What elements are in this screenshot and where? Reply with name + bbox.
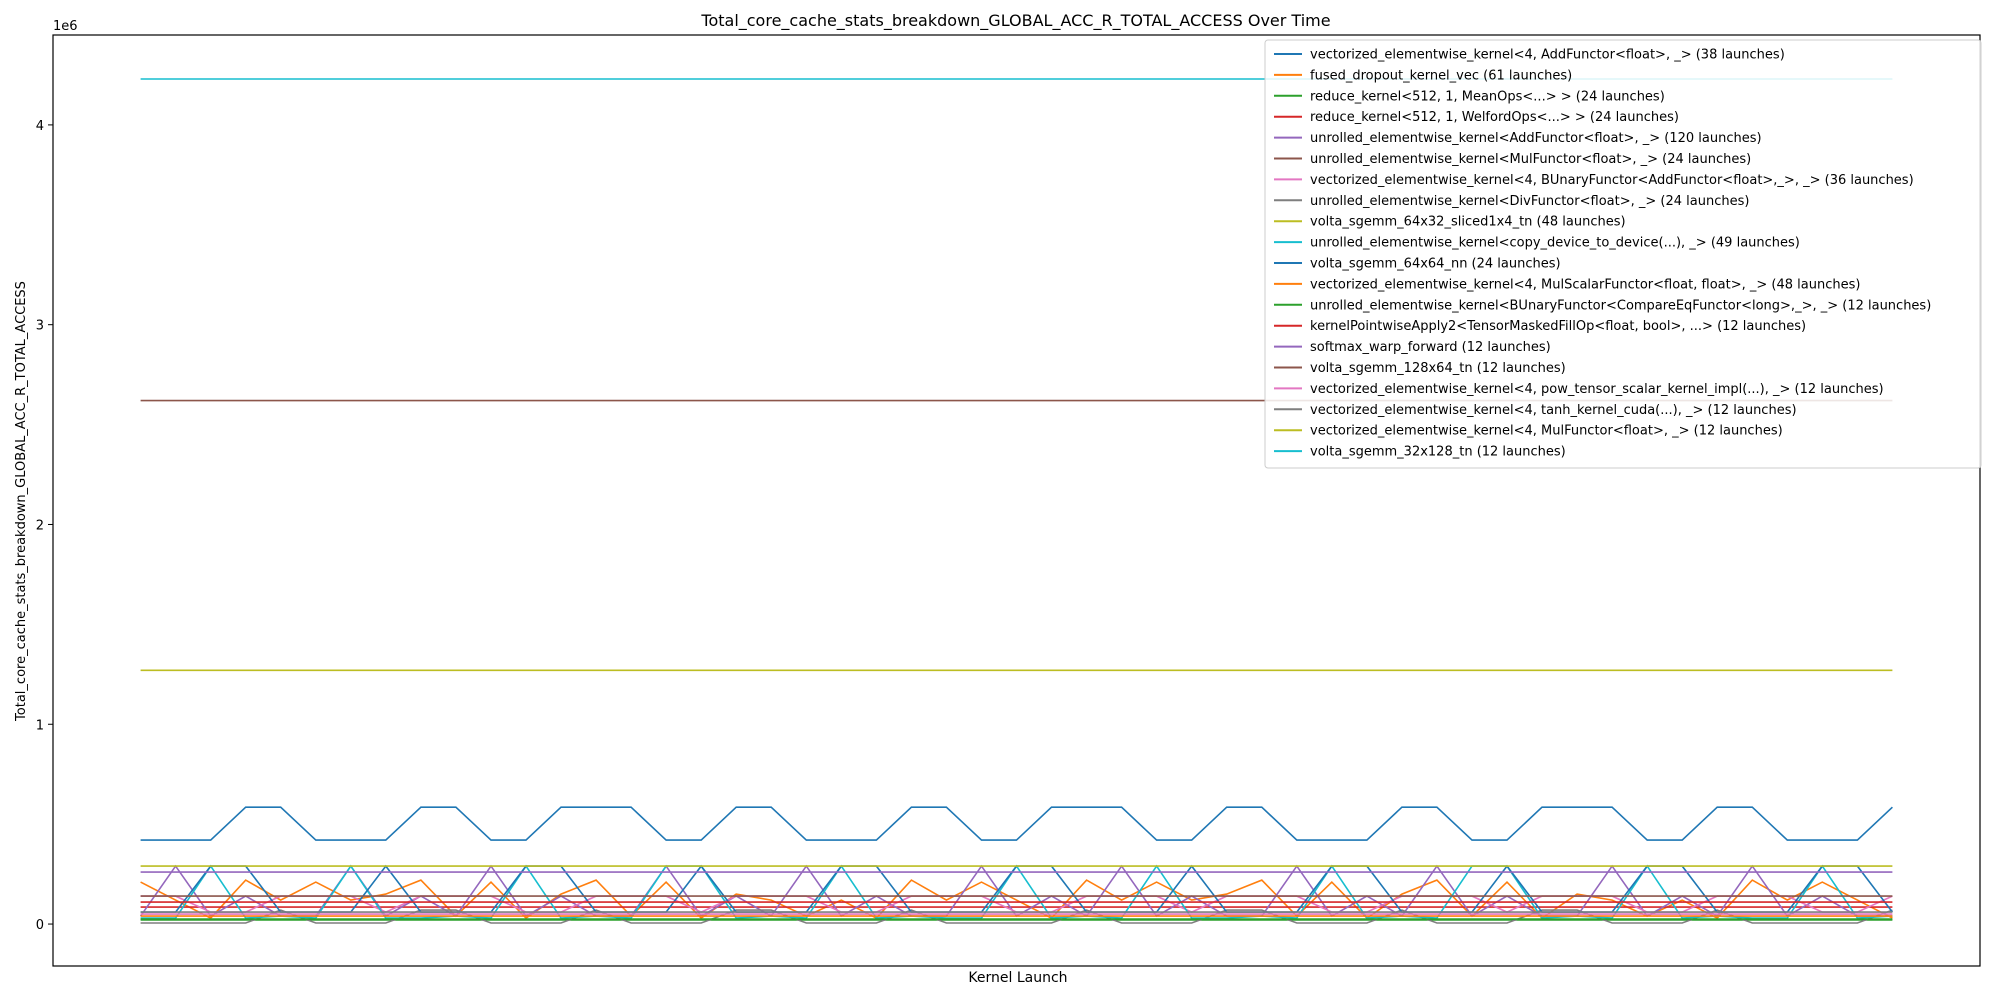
y-tick-label: 2: [36, 518, 44, 533]
chart-title: Total_core_cache_stats_breakdown_GLOBAL_…: [700, 11, 1330, 31]
series-line-0: [140, 806, 1893, 841]
y-tick-label: 4: [36, 119, 44, 134]
y-offset-label: 1e6: [53, 19, 78, 34]
legend-label: unrolled_elementwise_kernel<BUnaryFuncto…: [1310, 298, 1931, 313]
legend-label: volta_sgemm_64x32_sliced1x4_tn (48 launc…: [1310, 215, 1626, 230]
legend-label: unrolled_elementwise_kernel<AddFunctor<f…: [1310, 131, 1762, 146]
legend-label: unrolled_elementwise_kernel<MulFunctor<f…: [1310, 152, 1751, 167]
legend-label: reduce_kernel<512, 1, MeanOps<...> > (24…: [1310, 89, 1665, 104]
y-axis-ticks: 0 1 2 3 4: [36, 119, 53, 933]
legend-label: vectorized_elementwise_kernel<4, BUnaryF…: [1310, 173, 1914, 188]
legend-label: reduce_kernel<512, 1, WelfordOps<...> > …: [1310, 110, 1679, 125]
legend-label: vectorized_elementwise_kernel<4, tanh_ke…: [1310, 403, 1797, 418]
plot-frame: [52, 34, 1981, 967]
x-axis-label: Kernel Launch: [968, 970, 1067, 986]
y-tick-label: 3: [36, 319, 44, 334]
legend-label: volta_sgemm_32x128_tn (12 launches): [1310, 445, 1566, 460]
y-tick-label: 1: [36, 718, 44, 733]
legend-label: softmax_warp_forward (12 launches): [1310, 340, 1551, 355]
legend-label: vectorized_elementwise_kernel<4, MulFunc…: [1310, 424, 1783, 439]
legend-label: vectorized_elementwise_kernel<4, pow_ten…: [1310, 382, 1884, 397]
y-tick-label: 0: [36, 918, 44, 933]
legend-label: unrolled_elementwise_kernel<DivFunctor<f…: [1310, 194, 1749, 209]
legend-label: vectorized_elementwise_kernel<4, AddFunc…: [1310, 48, 1785, 63]
series-line-1: [140, 879, 1893, 920]
legend-label: volta_sgemm_64x64_nn (24 launches): [1310, 257, 1561, 272]
legend-label: vectorized_elementwise_kernel<4, MulScal…: [1310, 277, 1860, 292]
legend: vectorized_elementwise_kernel<4, AddFunc…: [1264, 39, 1982, 469]
y-axis-label: Total_core_cache_stats_breakdown_GLOBAL_…: [14, 281, 29, 722]
legend-label: volta_sgemm_128x64_tn (12 launches): [1310, 361, 1566, 376]
legend-label: unrolled_elementwise_kernel<copy_device_…: [1310, 236, 1800, 251]
legend-label: fused_dropout_kernel_vec (61 launches): [1310, 68, 1572, 83]
legend-label: kernelPointwiseApply2<TensorMaskedFillOp…: [1310, 319, 1806, 334]
legend-box: [1264, 39, 1982, 469]
